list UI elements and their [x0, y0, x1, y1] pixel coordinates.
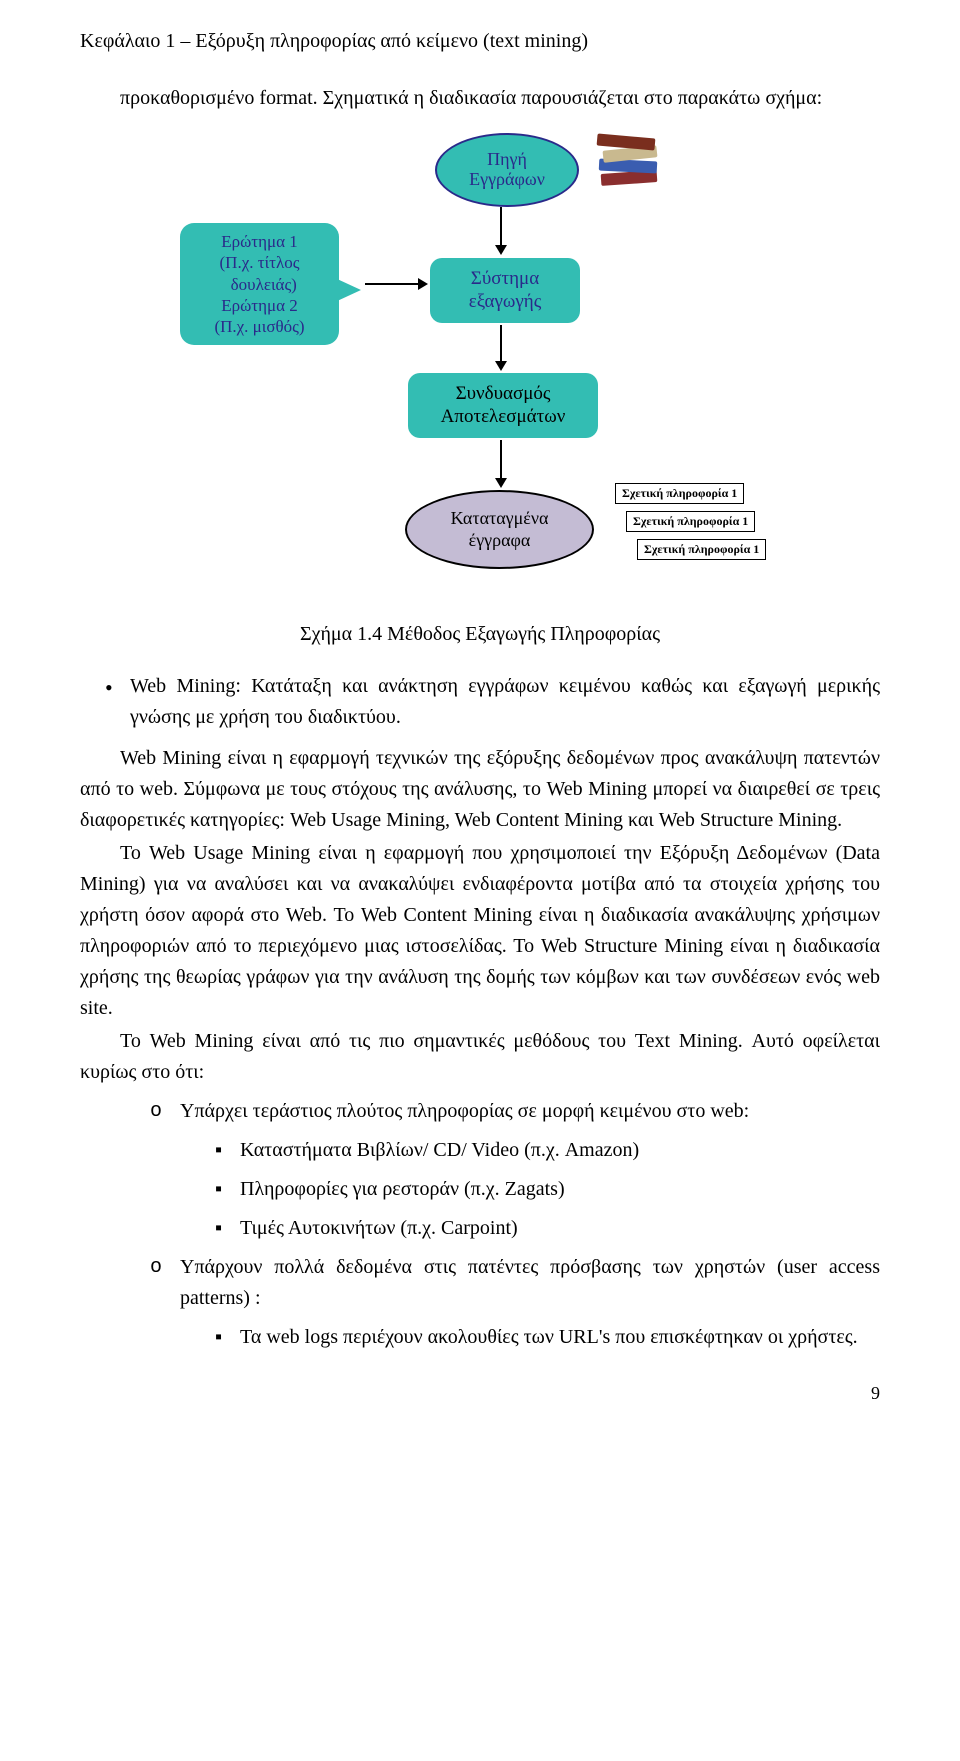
books-icon [595, 138, 665, 193]
query-line-2: (Π.χ. τίτλος [192, 252, 327, 273]
page-number: 9 [80, 1383, 880, 1404]
ranked-line2: έγγραφα [469, 530, 531, 550]
bullet-web-mining: Web Mining: Κατάταξη και ανάκτηση εγγράφ… [80, 671, 880, 733]
source-line2: Εγγράφων [469, 169, 545, 189]
sq-bullet-4: Τα web logs περιέχουν ακολουθίες των URL… [80, 1322, 880, 1353]
speech-tail [335, 278, 361, 302]
arrow-system-combine [500, 325, 502, 363]
paragraph-3: Το Web Mining είναι από τις πιο σημαντικ… [80, 1026, 880, 1088]
paragraph-1: Web Mining είναι η εφαρμογή τεχνικών της… [80, 743, 880, 836]
sq-bullet-1: Καταστήματα Βιβλίων/ CD/ Video (π.χ. Ama… [80, 1135, 880, 1166]
combine-line1: Συνδυασμός [456, 383, 551, 404]
info-box-3: Σχετική πληροφορία 1 [637, 539, 766, 560]
system-line2: εξαγωγής [469, 291, 541, 312]
query-line-3: δουλειάς) [192, 274, 327, 295]
query-line-1: Ερώτημα 1 [192, 231, 327, 252]
arrow-combine-ranked [500, 440, 502, 480]
source-ellipse: Πηγή Εγγράφων [435, 133, 579, 207]
figure-caption: Σχήμα 1.4 Μέθοδος Εξαγωγής Πληροφορίας [80, 623, 880, 646]
arrow-source-system [500, 207, 502, 247]
arrow-head-2 [495, 361, 507, 371]
query-speech-bubble: Ερώτημα 1 (Π.χ. τίτλος δουλειάς) Ερώτημα… [180, 223, 339, 345]
combine-line2: Αποτελεσμάτων [441, 406, 566, 427]
arrow-head-sr [418, 278, 428, 290]
arrow-head-3 [495, 478, 507, 488]
ranked-ellipse: Καταταγμένα έγγραφα [405, 490, 594, 569]
info-box-1: Σχετική πληροφορία 1 [615, 483, 744, 504]
info-box-2: Σχετική πληροφορία 1 [626, 511, 755, 532]
source-line1: Πηγή [487, 149, 527, 169]
paragraph-2: Το Web Usage Mining είναι η εφαρμογή που… [80, 838, 880, 1024]
combine-box: Συνδυασμός Αποτελεσμάτων [408, 373, 598, 438]
intro-paragraph: προκαθορισμένο format. Σχηματικά η διαδι… [80, 83, 880, 113]
query-line-5: (Π.χ. μισθός) [192, 316, 327, 337]
query-line-4: Ερώτημα 2 [192, 295, 327, 316]
chapter-header: Κεφάλαιο 1 – Εξόρυξη πληροφορίας από κεί… [80, 30, 880, 53]
arrow-speech-system [365, 283, 420, 285]
sub-bullet-1: Υπάρχει τεράστιος πλούτος πληροφορίας σε… [80, 1096, 880, 1127]
flowchart-diagram: Πηγή Εγγράφων Ερώτημα 1 (Π.χ. τίτλος δου… [180, 133, 820, 613]
arrow-head-1 [495, 245, 507, 255]
system-line1: Σύστημα [471, 268, 539, 289]
ranked-line1: Καταταγμένα [451, 508, 549, 528]
sub-bullet-2: Υπάρχουν πολλά δεδομένα στις πατέντες πρ… [80, 1252, 880, 1314]
system-box: Σύστημα εξαγωγής [430, 258, 580, 323]
sq-bullet-2: Πληροφορίες για ρεστοράν (π.χ. Zagats) [80, 1174, 880, 1205]
sq-bullet-3: Τιμές Αυτοκινήτων (π.χ. Carpoint) [80, 1213, 880, 1244]
